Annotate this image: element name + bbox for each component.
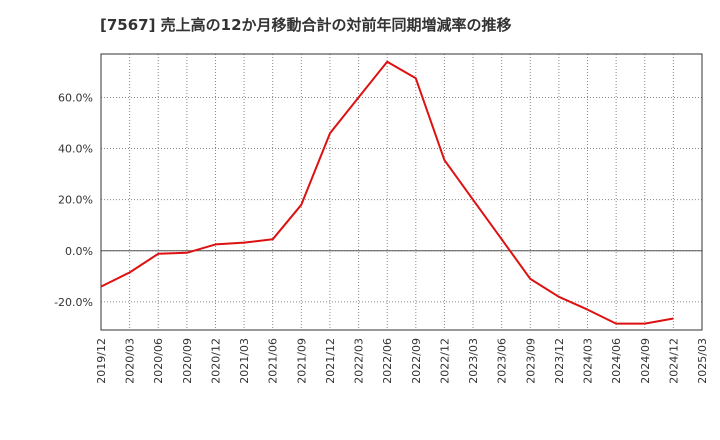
x-tick-label: 2023/06 [496, 338, 509, 384]
x-tick-label: 2022/03 [353, 338, 366, 384]
y-axis-ticks: -20.0% 0.0% 20.0% 40.0% 60.0% [54, 91, 93, 308]
x-tick-label: 2021/06 [267, 338, 280, 384]
x-tick-label: 2022/06 [381, 338, 394, 384]
y-tick-label: 40.0% [58, 143, 93, 156]
x-tick-label: 2020/12 [209, 338, 222, 384]
x-tick-label: 2021/09 [295, 338, 308, 384]
y-tick-label: 0.0% [65, 245, 93, 258]
x-axis-ticks: 2019/12 2020/03 2020/06 2020/09 2020/12 2021/… [95, 338, 709, 384]
x-tick-label: 2022/12 [438, 338, 451, 384]
x-tick-label: 2020/03 [124, 338, 137, 384]
x-tick-label: 2019/12 [95, 338, 108, 384]
series-line [100, 60, 674, 325]
x-tick-label: 2022/09 [410, 338, 423, 384]
y-tick-label: 60.0% [58, 91, 93, 104]
x-tick-label: 2020/09 [181, 338, 194, 384]
x-tick-label: 2023/12 [553, 338, 566, 384]
series-layer [100, 60, 674, 325]
x-tick-label: 2021/12 [324, 338, 337, 384]
y-tick-label: -20.0% [54, 296, 93, 309]
x-tick-label: 2024/12 [667, 338, 680, 384]
x-tick-label: 2021/03 [238, 338, 251, 384]
grid-lines [100, 54, 703, 330]
x-tick-label: 2024/09 [639, 338, 652, 384]
x-tick-label: 2024/06 [610, 338, 623, 384]
x-tick-label: 2025/03 [696, 338, 709, 384]
chart-title: [7567] 売上高の12か月移動合計の対前年同期増減率の推移 [100, 16, 512, 34]
x-tick-label: 2023/09 [524, 338, 537, 384]
x-tick-label: 2024/03 [582, 338, 595, 384]
x-tick-label: 2020/06 [152, 338, 165, 384]
x-tick-label: 2023/03 [467, 338, 480, 384]
plot-area [100, 53, 703, 331]
y-tick-label: 20.0% [58, 194, 93, 207]
